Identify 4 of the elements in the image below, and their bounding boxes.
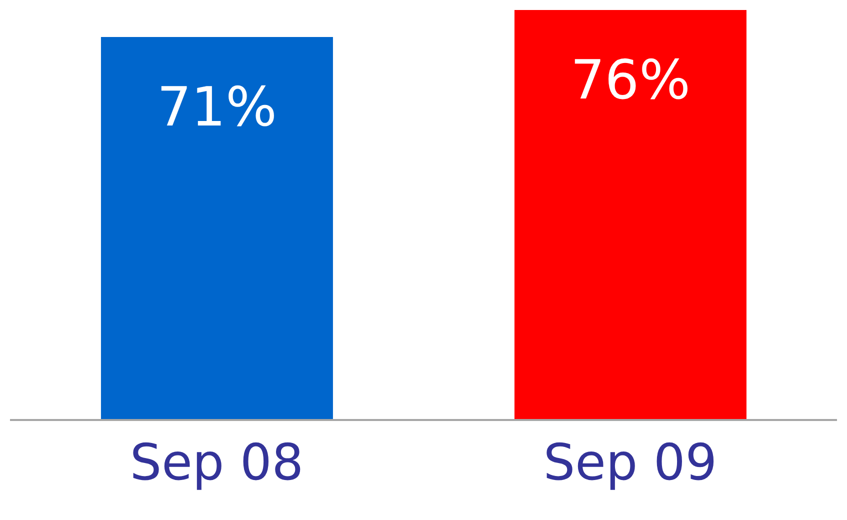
data-label: 76% (570, 48, 690, 112)
x-tick-label: Sep 08 (130, 434, 304, 492)
x-tick-label: Sep 09 (543, 434, 718, 492)
data-label: 71% (156, 75, 277, 138)
